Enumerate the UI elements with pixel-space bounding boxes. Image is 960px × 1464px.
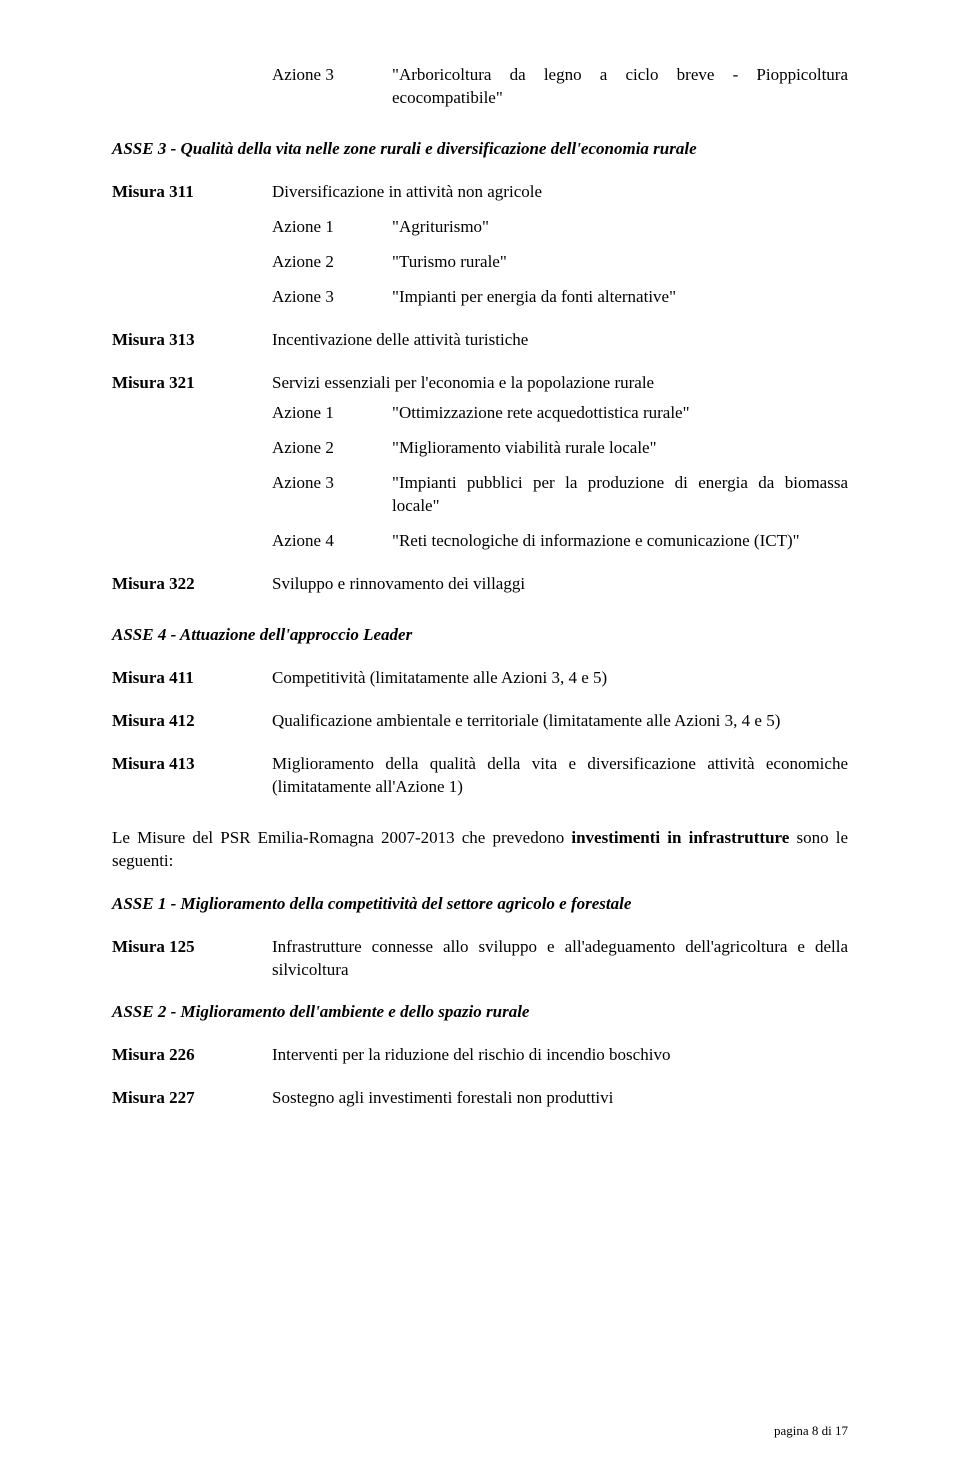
- misura-label: Misura 411: [112, 667, 272, 690]
- m227-row: Misura 227 Sostegno agli investimenti fo…: [112, 1087, 848, 1110]
- misura-title: Diversificazione in attività non agricol…: [272, 181, 848, 204]
- m311-a3: Azione 3 "Impianti per energia da fonti …: [112, 286, 848, 309]
- azione-text: "Miglioramento viabilità rurale locale": [392, 437, 848, 460]
- m226-row: Misura 226 Interventi per la riduzione d…: [112, 1044, 848, 1067]
- m311-row: Misura 311 Diversificazione in attività …: [112, 181, 848, 204]
- misura-title: Miglioramento della qualità della vita e…: [272, 753, 848, 799]
- m412-row: Misura 412 Qualificazione ambientale e t…: [112, 710, 848, 733]
- misura-title: Servizi essenziali per l'economia e la p…: [272, 372, 848, 395]
- m321-a2: Azione 2 "Miglioramento viabilità rurale…: [112, 437, 848, 460]
- azione-label: Azione 1: [272, 402, 392, 425]
- m311-a1: Azione 1 "Agriturismo": [112, 216, 848, 239]
- misura-label: Misura 321: [112, 372, 272, 395]
- para-bold: investimenti in infrastrutture: [571, 828, 789, 847]
- azione-text: "Agriturismo": [392, 216, 848, 239]
- m413-row: Misura 413 Miglioramento della qualità d…: [112, 753, 848, 799]
- azione-text: "Impianti pubblici per la produzione di …: [392, 472, 848, 518]
- m125-row: Misura 125 Infrastrutture connesse allo …: [112, 936, 848, 982]
- m311-a2: Azione 2 "Turismo rurale": [112, 251, 848, 274]
- azione-text: "Impianti per energia da fonti alternati…: [392, 286, 848, 309]
- azione-label: Azione 3: [272, 64, 392, 87]
- misura-label: Misura 226: [112, 1044, 272, 1067]
- misura-label: Misura 311: [112, 181, 272, 204]
- misura-title: Sviluppo e rinnovamento dei villaggi: [272, 573, 848, 596]
- page-footer: pagina 8 di 17: [774, 1422, 848, 1440]
- misura-title: Incentivazione delle attività turistiche: [272, 329, 848, 352]
- misura-label: Misura 322: [112, 573, 272, 596]
- misura-title: Interventi per la riduzione del rischio …: [272, 1044, 848, 1067]
- azione-label: Azione 3: [272, 472, 392, 495]
- azione-label: Azione 1: [272, 216, 392, 239]
- m322-row: Misura 322 Sviluppo e rinnovamento dei v…: [112, 573, 848, 596]
- azione-text: "Turismo rurale": [392, 251, 848, 274]
- azione-label: Azione 2: [272, 251, 392, 274]
- m313-row: Misura 313 Incentivazione delle attività…: [112, 329, 848, 352]
- asse2-heading: ASSE 2 - Miglioramento dell'ambiente e d…: [112, 1001, 848, 1024]
- page: Azione 3 "Arboricoltura da legno a ciclo…: [0, 0, 960, 1464]
- misura-label: Misura 125: [112, 936, 272, 959]
- azione-text: "Reti tecnologiche di informazione e com…: [392, 530, 848, 553]
- investimenti-paragraph: Le Misure del PSR Emilia-Romagna 2007-20…: [112, 827, 848, 873]
- misura-label: Misura 313: [112, 329, 272, 352]
- top-azione3-row: Azione 3 "Arboricoltura da legno a ciclo…: [112, 64, 848, 110]
- azione-label: Azione 2: [272, 437, 392, 460]
- misura-title: Competitività (limitatamente alle Azioni…: [272, 667, 848, 690]
- misura-label: Misura 227: [112, 1087, 272, 1110]
- asse3-heading: ASSE 3 - Qualità della vita nelle zone r…: [112, 138, 848, 161]
- m321-row: Misura 321 Servizi essenziali per l'econ…: [112, 372, 848, 395]
- m411-row: Misura 411 Competitività (limitatamente …: [112, 667, 848, 690]
- m321-a1: Azione 1 "Ottimizzazione rete acquedotti…: [112, 402, 848, 425]
- misura-title: Infrastrutture connesse allo sviluppo e …: [272, 936, 848, 982]
- azione-text: "Ottimizzazione rete acquedottistica rur…: [392, 402, 848, 425]
- asse4-heading: ASSE 4 - Attuazione dell'approccio Leade…: [112, 624, 848, 647]
- m321-a3: Azione 3 "Impianti pubblici per la produ…: [112, 472, 848, 518]
- azione-label: Azione 3: [272, 286, 392, 309]
- misura-label: Misura 412: [112, 710, 272, 733]
- azione-text: "Arboricoltura da legno a ciclo breve - …: [392, 64, 848, 110]
- azione-label: Azione 4: [272, 530, 392, 553]
- m321-a4: Azione 4 "Reti tecnologiche di informazi…: [112, 530, 848, 553]
- misura-label: Misura 413: [112, 753, 272, 776]
- asse1-heading: ASSE 1 - Miglioramento della competitivi…: [112, 893, 848, 916]
- para-pre: Le Misure del PSR Emilia-Romagna 2007-20…: [112, 828, 571, 847]
- misura-title: Qualificazione ambientale e territoriale…: [272, 710, 848, 733]
- misura-title: Sostegno agli investimenti forestali non…: [272, 1087, 848, 1110]
